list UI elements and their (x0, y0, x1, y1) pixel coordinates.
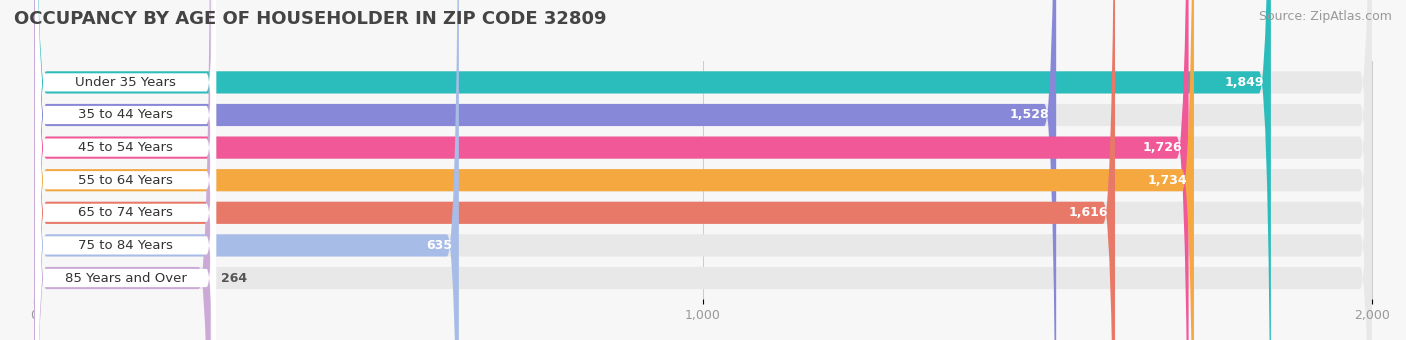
Text: 65 to 74 Years: 65 to 74 Years (79, 206, 173, 219)
FancyBboxPatch shape (34, 0, 1372, 340)
FancyBboxPatch shape (34, 0, 1372, 340)
Text: 85 Years and Over: 85 Years and Over (65, 272, 187, 285)
FancyBboxPatch shape (34, 0, 1056, 340)
Text: 1,734: 1,734 (1147, 174, 1187, 187)
FancyBboxPatch shape (34, 0, 458, 340)
FancyBboxPatch shape (34, 0, 1372, 340)
Text: 55 to 64 Years: 55 to 64 Years (79, 174, 173, 187)
FancyBboxPatch shape (35, 0, 217, 340)
Text: 1,616: 1,616 (1069, 206, 1108, 219)
FancyBboxPatch shape (34, 0, 1372, 340)
FancyBboxPatch shape (34, 0, 1372, 340)
FancyBboxPatch shape (35, 0, 217, 340)
Text: 45 to 54 Years: 45 to 54 Years (79, 141, 173, 154)
FancyBboxPatch shape (34, 0, 1188, 340)
FancyBboxPatch shape (34, 0, 1271, 340)
FancyBboxPatch shape (34, 0, 211, 340)
FancyBboxPatch shape (35, 0, 217, 340)
Text: 35 to 44 Years: 35 to 44 Years (79, 108, 173, 121)
Text: 1,849: 1,849 (1225, 76, 1264, 89)
Text: 75 to 84 Years: 75 to 84 Years (79, 239, 173, 252)
FancyBboxPatch shape (34, 0, 1115, 340)
FancyBboxPatch shape (34, 0, 1372, 340)
Text: 635: 635 (426, 239, 453, 252)
FancyBboxPatch shape (35, 0, 217, 340)
Text: OCCUPANCY BY AGE OF HOUSEHOLDER IN ZIP CODE 32809: OCCUPANCY BY AGE OF HOUSEHOLDER IN ZIP C… (14, 10, 606, 28)
FancyBboxPatch shape (34, 0, 1372, 340)
Text: 264: 264 (221, 272, 247, 285)
Text: Under 35 Years: Under 35 Years (76, 76, 176, 89)
FancyBboxPatch shape (34, 0, 1194, 340)
Text: Source: ZipAtlas.com: Source: ZipAtlas.com (1258, 10, 1392, 23)
Text: 1,726: 1,726 (1142, 141, 1182, 154)
FancyBboxPatch shape (35, 0, 217, 340)
Text: 1,528: 1,528 (1010, 108, 1049, 121)
FancyBboxPatch shape (35, 0, 217, 340)
FancyBboxPatch shape (35, 0, 217, 340)
